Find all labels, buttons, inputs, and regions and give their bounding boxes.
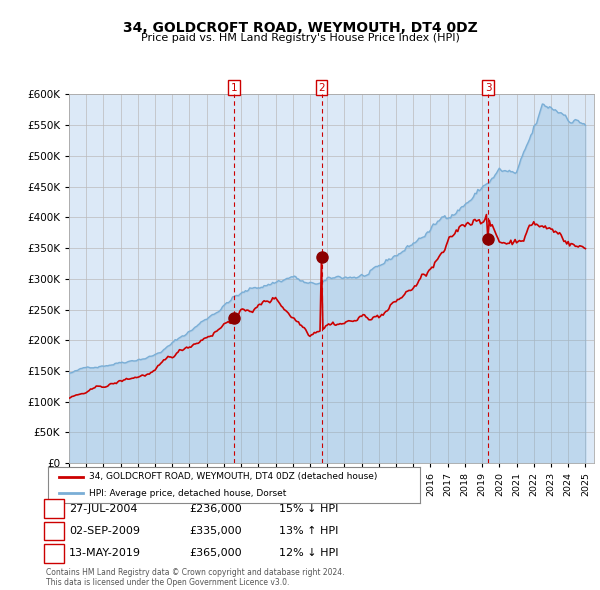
Text: 13-MAY-2019: 13-MAY-2019 (69, 549, 141, 558)
Text: 3: 3 (485, 83, 491, 93)
Text: 1: 1 (230, 83, 237, 93)
Text: 27-JUL-2004: 27-JUL-2004 (69, 504, 137, 513)
Text: £335,000: £335,000 (189, 526, 242, 536)
Text: 2: 2 (50, 526, 58, 536)
Text: £236,000: £236,000 (189, 504, 242, 513)
Text: 34, GOLDCROFT ROAD, WEYMOUTH, DT4 0DZ (detached house): 34, GOLDCROFT ROAD, WEYMOUTH, DT4 0DZ (d… (89, 473, 377, 481)
Text: 1: 1 (50, 504, 58, 513)
Text: Contains HM Land Registry data © Crown copyright and database right 2024.
This d: Contains HM Land Registry data © Crown c… (46, 568, 344, 587)
Text: 2: 2 (318, 83, 325, 93)
Text: 13% ↑ HPI: 13% ↑ HPI (279, 526, 338, 536)
Text: 3: 3 (50, 549, 58, 558)
Text: 34, GOLDCROFT ROAD, WEYMOUTH, DT4 0DZ: 34, GOLDCROFT ROAD, WEYMOUTH, DT4 0DZ (122, 21, 478, 35)
Text: 12% ↓ HPI: 12% ↓ HPI (279, 549, 338, 558)
Text: Price paid vs. HM Land Registry's House Price Index (HPI): Price paid vs. HM Land Registry's House … (140, 33, 460, 43)
Text: HPI: Average price, detached house, Dorset: HPI: Average price, detached house, Dors… (89, 489, 286, 497)
Text: £365,000: £365,000 (189, 549, 242, 558)
Text: 02-SEP-2009: 02-SEP-2009 (69, 526, 140, 536)
Text: 15% ↓ HPI: 15% ↓ HPI (279, 504, 338, 513)
